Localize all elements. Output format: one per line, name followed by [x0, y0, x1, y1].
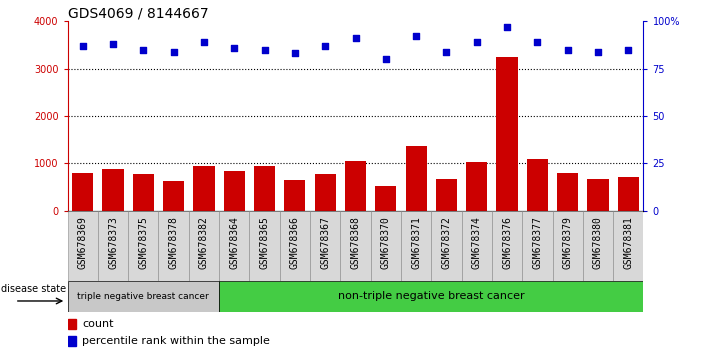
Bar [522, 211, 552, 281]
Bar [68, 336, 76, 346]
Text: GSM678370: GSM678370 [381, 216, 391, 269]
Point [259, 47, 270, 52]
Bar [466, 162, 487, 211]
Bar [102, 169, 124, 211]
Bar [310, 211, 341, 281]
Bar [250, 211, 279, 281]
Bar [345, 161, 366, 211]
Bar [432, 211, 461, 281]
Point [138, 47, 149, 52]
Bar [133, 174, 154, 211]
Point [107, 41, 119, 47]
Text: count: count [82, 319, 114, 329]
Text: GSM678379: GSM678379 [562, 216, 572, 269]
Bar [587, 179, 609, 211]
Point [198, 39, 210, 45]
Bar [552, 211, 583, 281]
Bar [401, 211, 432, 281]
Bar [163, 181, 184, 211]
Bar [527, 160, 548, 211]
Bar [314, 174, 336, 211]
Text: GDS4069 / 8144667: GDS4069 / 8144667 [68, 6, 208, 20]
Bar [618, 177, 639, 211]
Bar [159, 211, 189, 281]
Text: GSM678369: GSM678369 [77, 216, 87, 269]
Text: GSM678377: GSM678377 [533, 216, 542, 269]
Point [168, 49, 179, 55]
Bar [583, 211, 613, 281]
Text: GSM678366: GSM678366 [290, 216, 300, 269]
Text: GSM678374: GSM678374 [471, 216, 482, 269]
Bar [68, 319, 76, 329]
Point [319, 43, 331, 49]
Point [410, 34, 422, 39]
Text: GSM678376: GSM678376 [502, 216, 512, 269]
Bar [370, 211, 401, 281]
Text: percentile rank within the sample: percentile rank within the sample [82, 336, 269, 346]
Text: GSM678382: GSM678382 [199, 216, 209, 269]
Point [289, 51, 301, 56]
Text: triple negative breast cancer: triple negative breast cancer [77, 292, 209, 301]
Bar [284, 180, 306, 211]
Bar [375, 185, 397, 211]
Bar [193, 166, 215, 211]
Text: GSM678381: GSM678381 [624, 216, 634, 269]
Point [562, 47, 573, 52]
Bar [128, 211, 159, 281]
Point [228, 45, 240, 51]
Text: disease state: disease state [1, 284, 66, 294]
Bar [405, 146, 427, 211]
Text: GSM678371: GSM678371 [411, 216, 421, 269]
Bar [254, 166, 275, 211]
Text: GSM678380: GSM678380 [593, 216, 603, 269]
Bar [68, 281, 219, 312]
Bar [557, 173, 578, 211]
Point [380, 56, 392, 62]
Bar [613, 211, 643, 281]
Bar [189, 211, 219, 281]
Bar [436, 179, 457, 211]
Text: non-triple negative breast cancer: non-triple negative breast cancer [338, 291, 525, 302]
Bar [72, 173, 93, 211]
Bar [496, 57, 518, 211]
Bar [224, 171, 245, 211]
Text: GSM678378: GSM678378 [169, 216, 178, 269]
Point [441, 49, 452, 55]
Bar [68, 211, 98, 281]
Text: GSM678372: GSM678372 [442, 216, 451, 269]
Point [501, 24, 513, 30]
Bar [492, 211, 522, 281]
Text: GSM678373: GSM678373 [108, 216, 118, 269]
Bar [98, 211, 128, 281]
Text: GSM678365: GSM678365 [260, 216, 269, 269]
Bar [219, 211, 250, 281]
Bar [341, 211, 370, 281]
Text: GSM678367: GSM678367 [320, 216, 330, 269]
Point [532, 39, 543, 45]
Point [471, 39, 483, 45]
Point [77, 43, 88, 49]
Bar [279, 211, 310, 281]
Point [623, 47, 634, 52]
Point [592, 49, 604, 55]
Point [350, 35, 361, 41]
Text: GSM678364: GSM678364 [229, 216, 240, 269]
Text: GSM678368: GSM678368 [351, 216, 360, 269]
Text: GSM678375: GSM678375 [139, 216, 149, 269]
Bar [219, 281, 643, 312]
Bar [461, 211, 492, 281]
